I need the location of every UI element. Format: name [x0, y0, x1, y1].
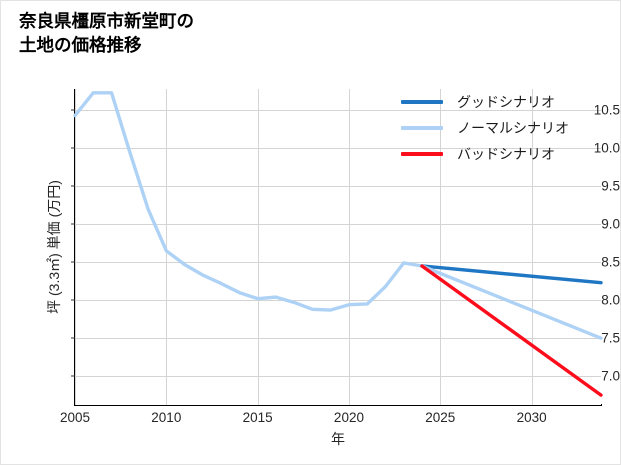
y-axis-tick-label: 8.5	[601, 254, 620, 270]
x-axis-tick-label: 2030	[516, 410, 547, 425]
gridline-vertical	[440, 89, 442, 405]
y-axis-tick-mark	[71, 261, 75, 263]
x-axis-spine	[74, 404, 602, 406]
x-axis-tick-label: 2015	[242, 410, 273, 425]
legend-label-normal: ノーマルシナリオ	[457, 120, 569, 136]
y-axis-tick-mark	[71, 299, 75, 301]
series-line	[420, 264, 603, 340]
legend-swatch-good	[401, 100, 443, 104]
plot-area	[73, 89, 603, 405]
x-axis-tick-label: 2005	[59, 410, 91, 425]
y-axis-tick-mark	[71, 185, 75, 187]
y-axis-tick-mark	[71, 147, 75, 149]
legend-label-bad: バッドシナリオ	[457, 146, 555, 162]
y-axis-label-wrapper: 坪 (3.3㎡) 単価 (万円)	[3, 89, 62, 405]
x-axis-tick-label: 2010	[151, 410, 182, 425]
gridline-horizontal	[75, 110, 601, 112]
gridline-vertical	[348, 89, 350, 405]
y-axis-label: 坪 (3.3㎡) 単価 (万円)	[45, 180, 62, 314]
x-axis-tick-label: 2025	[425, 410, 456, 425]
y-axis-tick-label: 7.0	[601, 368, 620, 384]
y-axis-tick-label: 10.5	[593, 102, 620, 118]
gridline-horizontal	[75, 148, 601, 150]
gridline-vertical	[166, 89, 168, 405]
series-line	[420, 264, 603, 397]
gridline-vertical	[257, 89, 259, 405]
gridline-horizontal	[75, 186, 601, 188]
legend-item-good: グッドシナリオ	[401, 89, 616, 115]
gridline-horizontal	[75, 338, 601, 340]
chart-title: 奈良県橿原市新堂町の 土地の価格推移	[19, 11, 194, 56]
legend-swatch-bad	[401, 152, 443, 156]
y-axis-tick-label: 8.0	[601, 292, 620, 308]
gridline-vertical	[531, 89, 533, 405]
x-axis-label: 年	[331, 431, 345, 447]
y-axis-tick-mark	[71, 375, 75, 377]
y-axis-tick-label: 9.0	[601, 216, 620, 232]
y-axis-tick-mark	[71, 109, 75, 111]
legend-item-bad: バッドシナリオ	[401, 141, 616, 167]
gridline-vertical	[75, 89, 76, 405]
chart-legend: グッドシナリオ ノーマルシナリオ バッドシナリオ	[401, 89, 616, 167]
series-line	[73, 91, 424, 312]
gridline-horizontal	[75, 376, 601, 378]
legend-swatch-normal	[401, 126, 443, 130]
y-axis-tick-mark	[71, 223, 75, 225]
gridline-horizontal	[75, 262, 601, 264]
legend-label-good: グッドシナリオ	[457, 94, 555, 110]
legend-item-normal: ノーマルシナリオ	[401, 115, 616, 141]
y-axis-tick-label: 7.5	[601, 330, 620, 346]
y-axis-tick-label: 9.5	[601, 178, 620, 194]
plot-background	[75, 89, 601, 405]
series-lines	[73, 91, 603, 397]
y-axis-tick-label: 10.0	[593, 140, 620, 156]
gridline-horizontal	[75, 224, 601, 226]
y-axis-tick-mark	[71, 337, 75, 339]
gridline-horizontal	[75, 300, 601, 302]
x-axis-tick-label: 2020	[333, 410, 364, 425]
series-line	[420, 264, 603, 285]
